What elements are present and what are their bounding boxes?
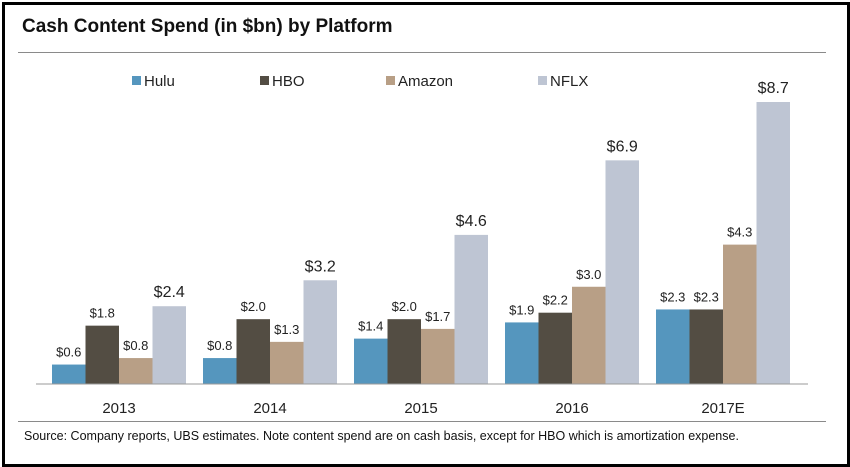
data-label-hulu-2016: $1.9 xyxy=(509,302,534,317)
data-label-hbo-2014: $2.0 xyxy=(241,299,266,314)
bar-amazon-2015 xyxy=(421,328,455,384)
data-label-nflx-2017e: $8.7 xyxy=(758,80,789,97)
bar-nflx-2016 xyxy=(605,160,639,384)
legend-swatch-nflx xyxy=(538,76,547,85)
bar-group xyxy=(52,102,790,384)
data-label-hbo-2015: $2.0 xyxy=(392,299,417,314)
data-label-amazon-2014: $1.3 xyxy=(274,322,299,337)
data-label-amazon-2016: $3.0 xyxy=(576,267,601,282)
data-label-hbo-2013: $1.8 xyxy=(90,306,115,321)
x-tick-group: 2013 2014 2015 2016 2017E xyxy=(102,400,744,417)
bar-nflx-2017e xyxy=(756,102,790,384)
legend: Hulu HBO Amazon NFLX xyxy=(132,73,588,90)
x-tick-label: 2017E xyxy=(701,400,744,417)
data-label-group: $0.6 $1.8 $0.8 $2.4 $0.8 $2.0 $1.3 $3.2 $1.4 $2.0… xyxy=(56,80,789,360)
legend-label-nflx: NFLX xyxy=(550,73,588,90)
data-label-nflx-2015: $4.6 xyxy=(456,213,487,230)
bar-amazon-2016 xyxy=(572,286,606,384)
bar-nflx-2013 xyxy=(152,306,186,384)
x-tick-label: 2015 xyxy=(404,400,437,417)
chart-title: Cash Content Spend (in $bn) by Platform xyxy=(22,16,393,37)
bar-hulu-2015 xyxy=(354,338,388,384)
data-label-hulu-2017e: $2.3 xyxy=(660,289,685,304)
bar-hbo-2014 xyxy=(236,319,270,384)
legend-label-hbo: HBO xyxy=(272,73,305,90)
bar-nflx-2015 xyxy=(454,234,488,384)
data-label-hulu-2015: $1.4 xyxy=(358,319,383,334)
bar-nflx-2014 xyxy=(303,280,337,384)
data-label-nflx-2013: $2.4 xyxy=(154,284,185,301)
data-label-amazon-2017e: $4.3 xyxy=(727,225,752,240)
data-label-amazon-2013: $0.8 xyxy=(123,338,148,353)
bar-hbo-2013 xyxy=(85,325,119,384)
legend-swatch-amazon xyxy=(386,76,395,85)
bar-amazon-2013 xyxy=(119,358,153,384)
bar-amazon-2017e xyxy=(723,244,757,384)
bar-hulu-2016 xyxy=(505,322,539,384)
bar-hbo-2017e xyxy=(689,309,723,384)
source-note: Source: Company reports, UBS estimates. … xyxy=(24,429,739,443)
legend-label-amazon: Amazon xyxy=(398,73,453,90)
x-tick-label: 2013 xyxy=(102,400,135,417)
data-label-hulu-2014: $0.8 xyxy=(207,338,232,353)
bar-amazon-2014 xyxy=(270,341,304,384)
legend-label-hulu: Hulu xyxy=(144,73,175,90)
footer-divider xyxy=(18,421,826,422)
data-label-amazon-2015: $1.7 xyxy=(425,309,450,324)
bar-hbo-2015 xyxy=(387,319,421,384)
legend-swatch-hulu xyxy=(132,76,141,85)
x-tick-label: 2016 xyxy=(555,400,588,417)
title-divider xyxy=(18,52,826,53)
bar-hulu-2017e xyxy=(656,309,690,384)
data-label-hulu-2013: $0.6 xyxy=(56,345,81,360)
bar-hbo-2016 xyxy=(538,312,572,384)
legend-swatch-hbo xyxy=(260,76,269,85)
bar-hulu-2014 xyxy=(203,358,237,384)
data-label-hbo-2016: $2.2 xyxy=(543,293,568,308)
data-label-nflx-2016: $6.9 xyxy=(607,138,638,155)
bar-hulu-2013 xyxy=(52,364,86,384)
x-tick-label: 2014 xyxy=(253,400,286,417)
data-label-nflx-2014: $3.2 xyxy=(305,258,336,275)
data-label-hbo-2017e: $2.3 xyxy=(694,289,719,304)
